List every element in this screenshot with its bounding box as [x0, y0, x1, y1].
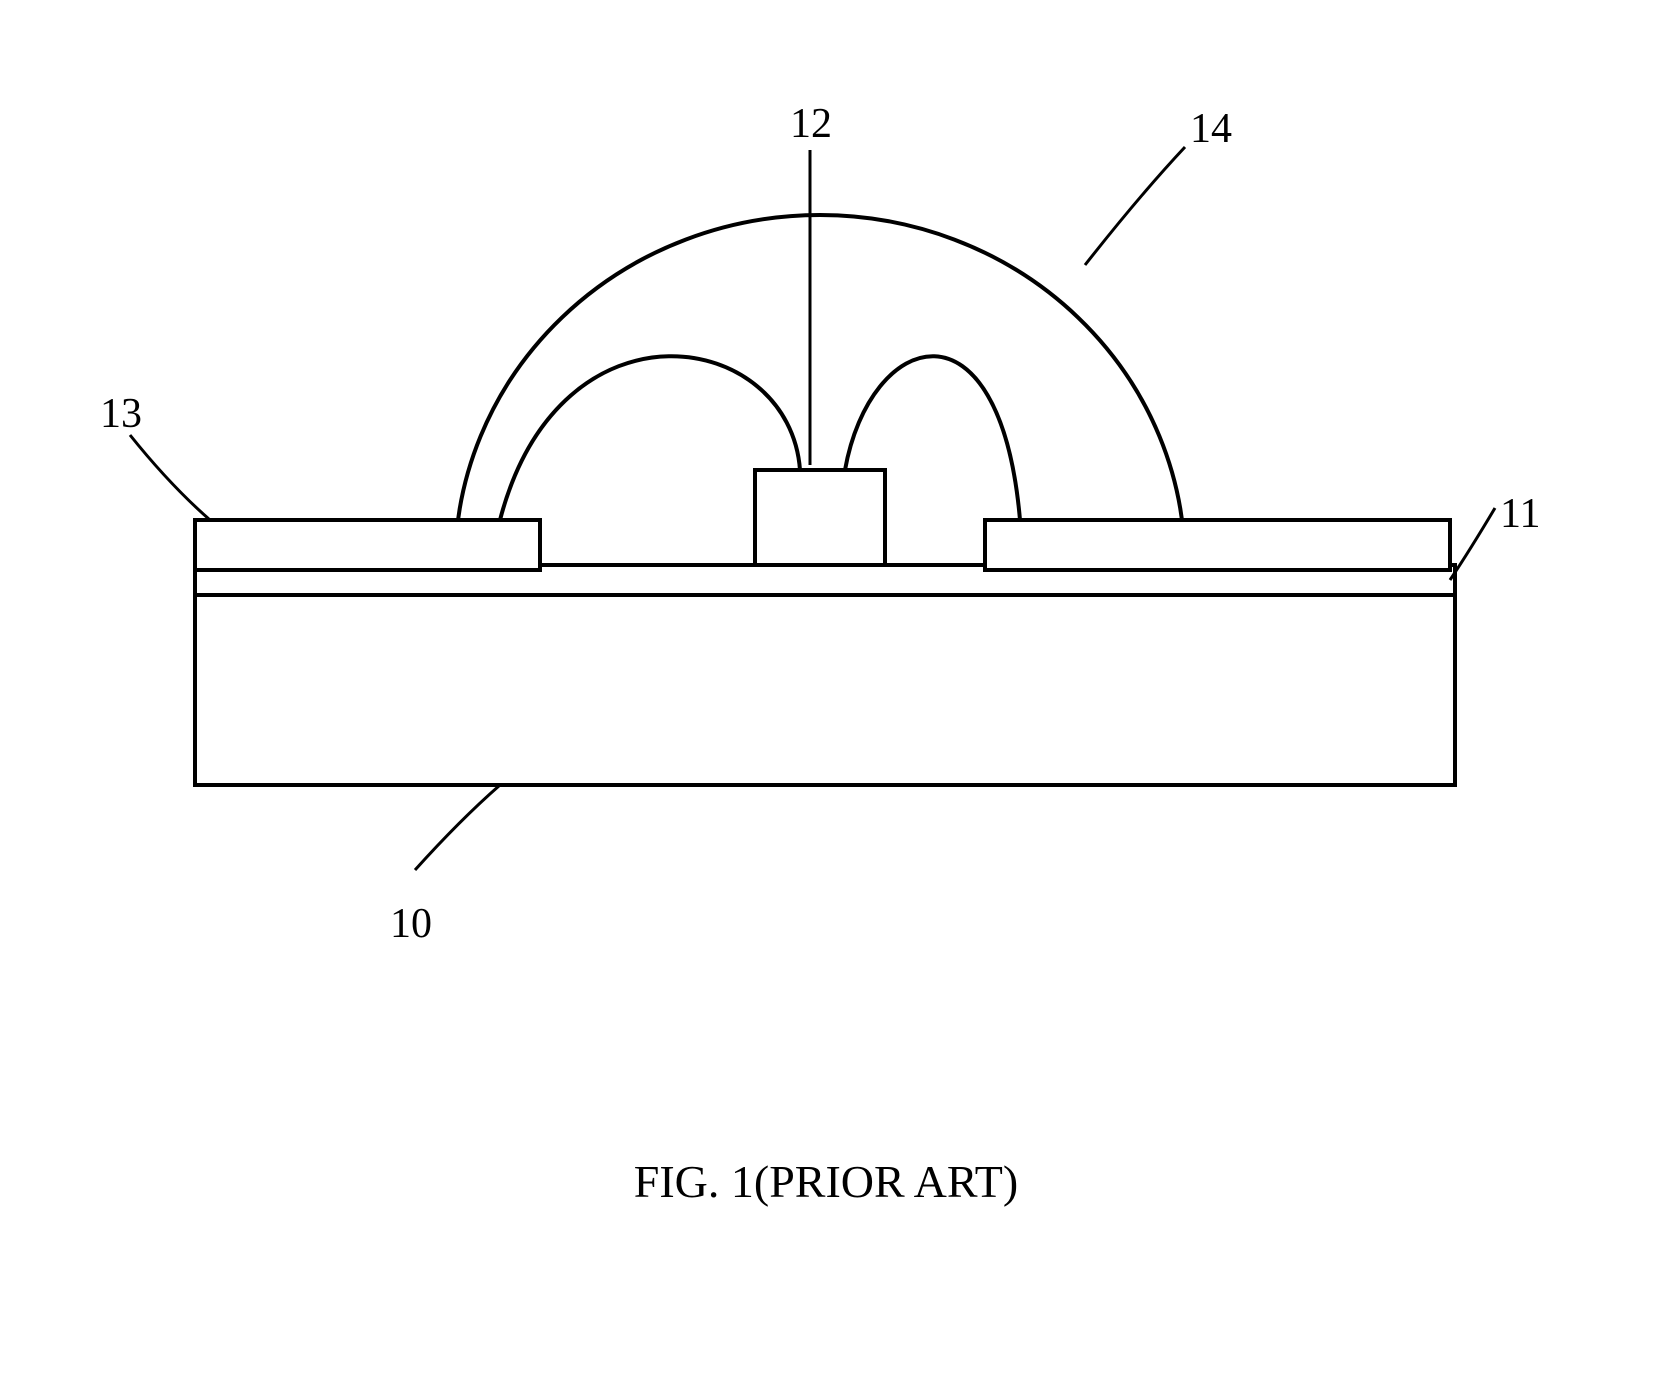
label-14: 14: [1190, 105, 1232, 153]
leader-14: [1085, 147, 1185, 265]
substrate: [195, 590, 1455, 785]
label-10: 10: [390, 900, 432, 948]
electrode-right: [985, 520, 1450, 570]
leader-10: [415, 785, 500, 870]
label-13: 13: [100, 390, 142, 438]
label-11: 11: [1500, 490, 1540, 538]
figure-stage: 10 11 12 13 14 FIG. 1(PRIOR ART): [0, 0, 1654, 1389]
label-12: 12: [790, 100, 832, 148]
figure-caption: FIG. 1(PRIOR ART): [576, 1155, 1076, 1208]
electrode-left: [195, 520, 540, 570]
leader-11: [1450, 508, 1495, 580]
chip: [755, 470, 885, 565]
leader-13: [130, 435, 210, 520]
